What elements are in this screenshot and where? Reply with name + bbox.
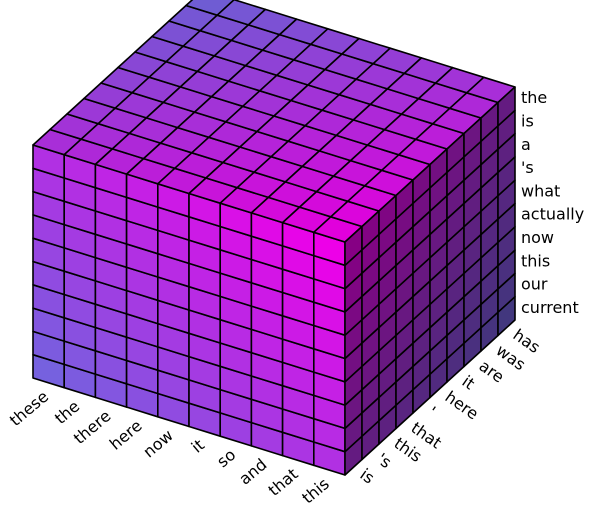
y-tick-label: ' — [425, 403, 440, 421]
z-tick-label: current — [521, 298, 579, 317]
z-tick-label: now — [521, 228, 554, 247]
x-tick-label: the — [51, 397, 83, 428]
y-tick-label: it — [459, 372, 479, 394]
z-tick-label: a — [521, 135, 531, 154]
y-tick-label: here — [442, 387, 482, 423]
right-face — [497, 86, 516, 127]
z-tick-label: our — [521, 275, 548, 294]
x-tick-label: that — [265, 464, 302, 499]
z-tick-label: the — [521, 88, 547, 107]
top-face — [185, 0, 235, 16]
z-tick-label: what — [521, 181, 560, 200]
x-tick-label: so — [213, 445, 239, 471]
z-tick-label: actually — [521, 205, 584, 224]
x-tick-label: this — [298, 474, 333, 507]
z-tick-label: this — [521, 251, 550, 270]
y-tick-label: is — [357, 465, 378, 488]
y-tick-label: 's — [374, 449, 395, 472]
x-tick-label: it — [188, 435, 208, 456]
z-tick-label: is — [521, 111, 534, 130]
z-tick-label: 's — [521, 158, 534, 177]
x-tick-label: these — [6, 387, 52, 430]
